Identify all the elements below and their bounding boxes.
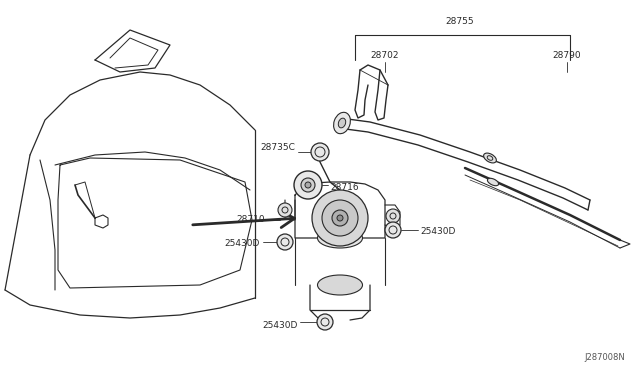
Circle shape [277, 234, 293, 250]
Circle shape [278, 203, 292, 217]
Text: 28755: 28755 [445, 17, 474, 26]
Text: 28735C: 28735C [260, 144, 295, 153]
Circle shape [312, 190, 368, 246]
Ellipse shape [484, 153, 497, 163]
Text: J287008N: J287008N [584, 353, 625, 362]
Circle shape [305, 182, 311, 188]
Text: 25430D: 25430D [420, 228, 456, 237]
Text: 28716: 28716 [330, 183, 358, 192]
Text: 28702: 28702 [371, 51, 399, 60]
Ellipse shape [333, 112, 351, 134]
Text: 28710: 28710 [236, 215, 265, 224]
Circle shape [311, 143, 329, 161]
Ellipse shape [317, 275, 362, 295]
Circle shape [337, 215, 343, 221]
Circle shape [294, 171, 322, 199]
Circle shape [385, 222, 401, 238]
Circle shape [386, 209, 400, 223]
Text: 25430D: 25430D [262, 321, 298, 330]
Ellipse shape [339, 118, 346, 128]
Circle shape [322, 200, 358, 236]
Circle shape [301, 178, 315, 192]
Circle shape [332, 210, 348, 226]
Text: 25430D: 25430D [225, 240, 260, 248]
Text: 28790: 28790 [553, 51, 581, 60]
Ellipse shape [488, 178, 499, 186]
Circle shape [317, 314, 333, 330]
Ellipse shape [317, 228, 362, 248]
